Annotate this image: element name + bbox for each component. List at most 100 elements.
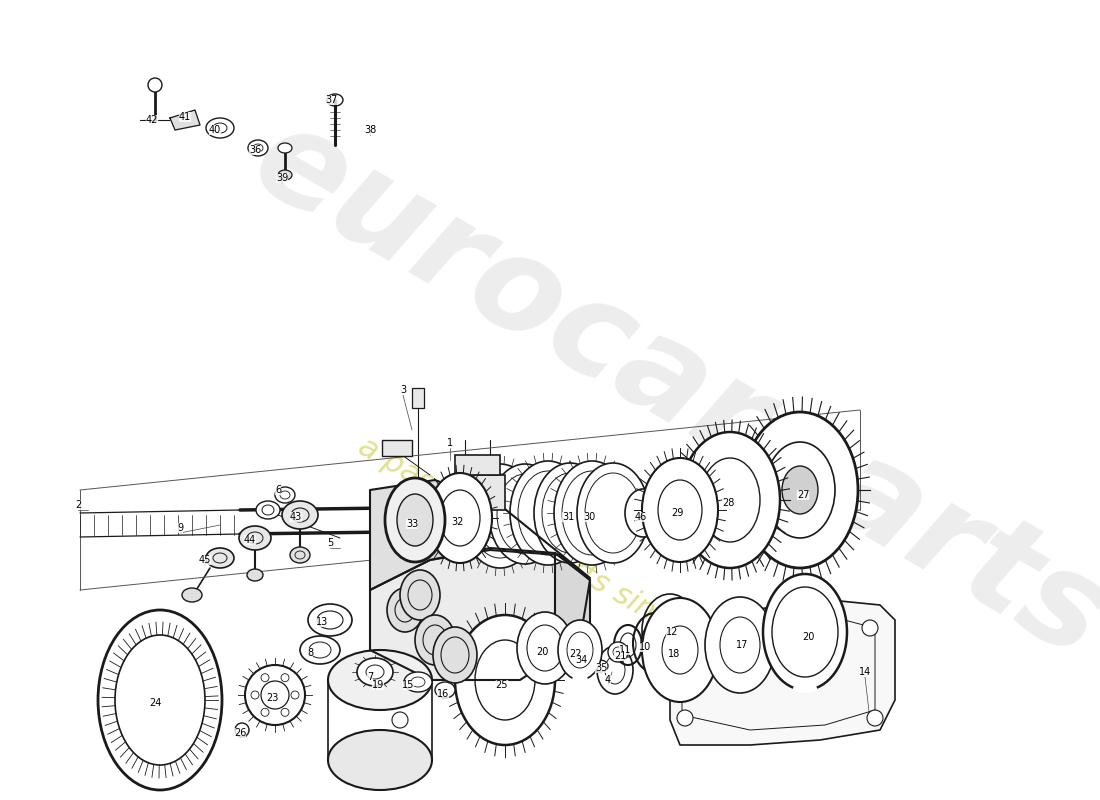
Text: 22: 22 <box>570 649 582 659</box>
Ellipse shape <box>578 650 598 666</box>
Ellipse shape <box>278 143 292 153</box>
Text: 41: 41 <box>179 112 191 122</box>
Ellipse shape <box>328 650 432 710</box>
Ellipse shape <box>182 588 202 602</box>
Text: 29: 29 <box>671 508 683 518</box>
Ellipse shape <box>206 548 234 568</box>
Ellipse shape <box>642 458 718 562</box>
Ellipse shape <box>558 620 602 680</box>
Ellipse shape <box>585 473 641 553</box>
Circle shape <box>235 723 249 737</box>
Ellipse shape <box>400 570 440 620</box>
Text: 45: 45 <box>199 555 211 565</box>
Polygon shape <box>556 553 590 680</box>
Text: 20: 20 <box>536 647 548 657</box>
Text: 26: 26 <box>234 728 246 738</box>
Polygon shape <box>370 480 590 590</box>
Bar <box>455 455 500 475</box>
Text: 12: 12 <box>666 627 679 637</box>
Ellipse shape <box>680 432 780 568</box>
Text: 4: 4 <box>605 675 612 685</box>
Ellipse shape <box>206 118 234 138</box>
Ellipse shape <box>517 612 573 684</box>
Ellipse shape <box>282 501 318 529</box>
Ellipse shape <box>278 170 292 180</box>
Circle shape <box>392 712 408 728</box>
Text: 27: 27 <box>796 490 810 500</box>
Ellipse shape <box>455 615 556 745</box>
Text: 16: 16 <box>437 689 449 699</box>
Ellipse shape <box>385 478 446 562</box>
Circle shape <box>867 710 883 726</box>
Ellipse shape <box>462 464 538 568</box>
Ellipse shape <box>518 471 578 555</box>
Text: 15: 15 <box>402 680 415 690</box>
Ellipse shape <box>763 574 847 690</box>
Text: 42: 42 <box>146 115 158 125</box>
Text: 36: 36 <box>249 145 261 155</box>
Ellipse shape <box>256 501 280 519</box>
Circle shape <box>148 78 162 92</box>
Text: 46: 46 <box>635 512 647 522</box>
Ellipse shape <box>578 463 649 563</box>
Bar <box>412 388 424 408</box>
Text: a passion for parts since 1985: a passion for parts since 1985 <box>353 432 767 688</box>
Ellipse shape <box>562 471 622 555</box>
Text: 5: 5 <box>327 538 333 548</box>
Text: 14: 14 <box>859 667 871 677</box>
Bar <box>450 475 505 510</box>
Text: 21: 21 <box>614 651 626 661</box>
Ellipse shape <box>428 473 492 563</box>
Polygon shape <box>170 110 200 130</box>
Text: 7: 7 <box>367 672 373 682</box>
Ellipse shape <box>248 569 263 581</box>
Ellipse shape <box>404 672 432 692</box>
Ellipse shape <box>300 636 340 664</box>
Bar <box>382 440 412 456</box>
Ellipse shape <box>490 464 561 564</box>
Ellipse shape <box>275 487 295 503</box>
Ellipse shape <box>542 473 598 553</box>
Text: 32: 32 <box>451 517 463 527</box>
Ellipse shape <box>433 627 477 683</box>
Text: 34: 34 <box>575 655 587 665</box>
Circle shape <box>261 674 270 682</box>
Ellipse shape <box>592 660 608 672</box>
Text: 11: 11 <box>619 645 631 655</box>
Text: 33: 33 <box>406 519 418 529</box>
Circle shape <box>280 674 289 682</box>
Ellipse shape <box>742 412 858 568</box>
Circle shape <box>862 620 878 636</box>
Text: 37: 37 <box>326 95 338 105</box>
Circle shape <box>676 644 693 660</box>
Text: 8: 8 <box>307 648 314 658</box>
Ellipse shape <box>625 489 661 537</box>
Text: 39: 39 <box>276 173 288 183</box>
Text: 3: 3 <box>400 385 406 395</box>
Circle shape <box>251 691 258 699</box>
Text: 1: 1 <box>447 438 453 448</box>
Circle shape <box>261 708 270 716</box>
Text: 2: 2 <box>75 500 81 510</box>
Polygon shape <box>370 550 590 680</box>
Ellipse shape <box>705 597 776 693</box>
Ellipse shape <box>98 610 222 790</box>
Text: 30: 30 <box>583 512 595 522</box>
Ellipse shape <box>248 140 268 156</box>
Ellipse shape <box>358 658 393 686</box>
Ellipse shape <box>642 598 718 702</box>
Ellipse shape <box>470 474 530 558</box>
Text: 38: 38 <box>364 125 376 135</box>
Circle shape <box>676 710 693 726</box>
Ellipse shape <box>397 494 433 546</box>
Ellipse shape <box>497 474 553 554</box>
Text: 35: 35 <box>595 663 607 673</box>
Ellipse shape <box>440 490 480 546</box>
Text: 9: 9 <box>177 523 183 533</box>
Text: 25: 25 <box>496 680 508 690</box>
Circle shape <box>245 665 305 725</box>
Text: 44: 44 <box>244 535 256 545</box>
Circle shape <box>292 691 299 699</box>
Text: 28: 28 <box>722 498 734 508</box>
Ellipse shape <box>415 615 455 665</box>
